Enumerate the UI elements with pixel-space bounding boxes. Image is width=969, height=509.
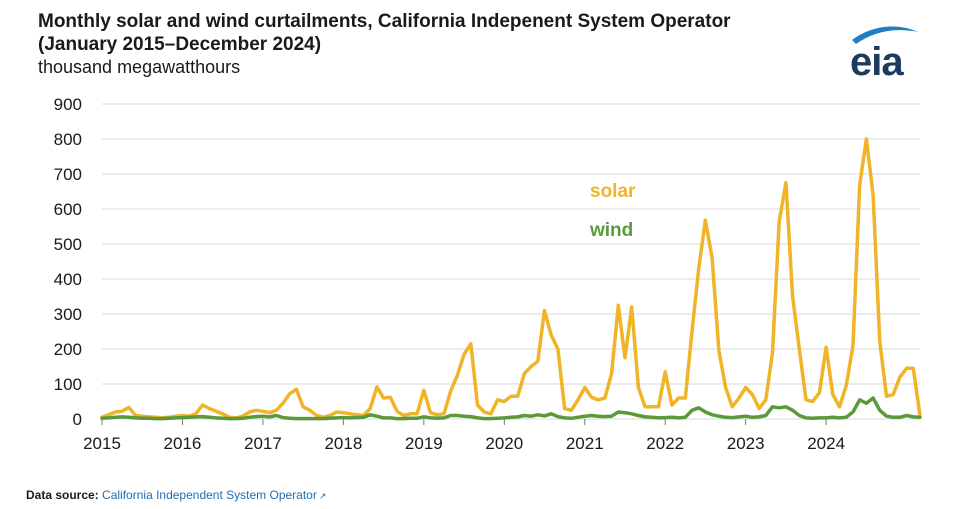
chart-header: Monthly solar and wind curtailments, Cal…: [38, 10, 838, 78]
data-source: Data source: California Independent Syst…: [26, 488, 326, 502]
external-link-icon: ↗: [318, 491, 327, 501]
y-tick-label: 400: [54, 270, 82, 289]
y-tick-label: 500: [54, 235, 82, 254]
series-label-solar: solar: [590, 181, 636, 202]
logo-swoosh-icon: [852, 26, 918, 44]
chart-title-line1: Monthly solar and wind curtailments, Cal…: [38, 11, 731, 32]
x-tick-label: 2016: [164, 434, 202, 453]
x-tick-label: 2020: [485, 434, 523, 453]
y-tick-label: 600: [54, 200, 82, 219]
eia-logo: eia: [842, 22, 922, 84]
x-tick-label: 2019: [405, 434, 443, 453]
source-label: Data source:: [26, 488, 99, 502]
logo-text: eia: [850, 40, 904, 84]
units-label: thousand megawatthours: [38, 57, 241, 77]
x-tick-label: 2021: [566, 434, 604, 453]
y-tick-label: 200: [54, 340, 82, 359]
series-label-wind: wind: [589, 220, 633, 241]
y-tick-label: 800: [54, 130, 82, 149]
x-tick-label: 2017: [244, 434, 282, 453]
y-tick-label: 0: [73, 410, 82, 429]
source-link[interactable]: California Independent System Operator: [102, 488, 317, 502]
series-line-solar: [100, 137, 922, 420]
x-tick-label: 2015: [83, 434, 121, 453]
line-chart: 0 100 200 300 400 500 600 700 800 900 2015 2016 2017…: [54, 95, 922, 453]
y-tick-label: 900: [54, 95, 82, 114]
chart-title-line2: (January 2015–December 2024): [38, 34, 322, 55]
series-line-wind: [100, 396, 922, 421]
y-tick-label: 300: [54, 305, 82, 324]
x-tick-label: 2023: [727, 434, 765, 453]
x-tick-label: 2024: [807, 434, 845, 453]
y-tick-label: 700: [54, 165, 82, 184]
x-tick-label: 2018: [324, 434, 362, 453]
y-tick-label: 100: [54, 375, 82, 394]
x-tick-label: 2022: [646, 434, 684, 453]
